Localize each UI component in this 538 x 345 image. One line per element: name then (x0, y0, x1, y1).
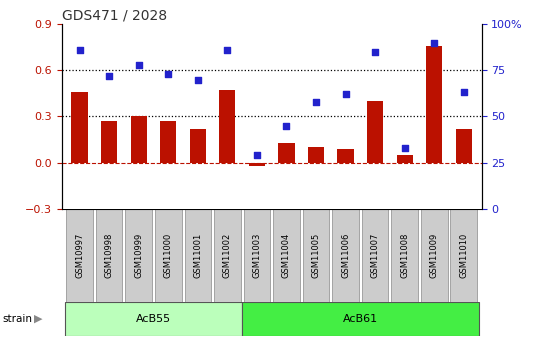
Bar (278, 142, 295, 162)
Point (400, 145, 409, 150)
Point (282, 123, 291, 128)
Point (105, 73, 114, 79)
Text: GSM11000: GSM11000 (164, 233, 173, 278)
Point (223, 47, 232, 53)
Bar (244, 209, 270, 302)
Bar (421, 209, 448, 302)
Text: GSM11004: GSM11004 (282, 233, 291, 278)
Point (194, 77, 202, 82)
Bar (332, 209, 359, 302)
Text: GDS471 / 2028: GDS471 / 2028 (62, 9, 167, 23)
Bar (125, 209, 152, 302)
Bar (391, 209, 418, 302)
Bar (65, 302, 242, 336)
Bar (96, 209, 123, 302)
Bar (337, 149, 353, 162)
Point (459, 90, 468, 95)
Text: GSM11007: GSM11007 (371, 233, 380, 278)
Point (430, 40, 438, 45)
Bar (450, 209, 477, 302)
Bar (131, 116, 147, 162)
Text: GSM10997: GSM10997 (75, 233, 84, 278)
Bar (185, 209, 211, 302)
Bar (426, 46, 442, 162)
Text: GSM11006: GSM11006 (341, 233, 350, 278)
Bar (362, 209, 388, 302)
Point (312, 99, 320, 105)
Text: GSM11003: GSM11003 (252, 233, 261, 278)
Point (371, 49, 379, 55)
Text: GSM11005: GSM11005 (312, 233, 321, 278)
Bar (160, 121, 176, 162)
Bar (303, 209, 329, 302)
Text: GSM10998: GSM10998 (105, 233, 114, 278)
Text: GSM11002: GSM11002 (223, 233, 232, 278)
Bar (190, 129, 206, 162)
Text: ▶: ▶ (34, 314, 43, 324)
Bar (72, 92, 88, 162)
Bar (155, 209, 181, 302)
Point (75, 47, 84, 53)
Bar (101, 121, 117, 162)
Point (341, 91, 350, 97)
Bar (220, 90, 236, 162)
Bar (456, 129, 472, 162)
Text: GSM11010: GSM11010 (459, 233, 468, 278)
Point (134, 62, 143, 68)
Text: GSM11001: GSM11001 (193, 233, 202, 278)
Bar (66, 209, 93, 302)
Bar (397, 155, 413, 162)
Text: strain: strain (3, 314, 33, 324)
Bar (367, 101, 383, 162)
Bar (249, 162, 265, 166)
Text: GSM10999: GSM10999 (134, 233, 143, 278)
Bar (214, 209, 240, 302)
Bar (308, 147, 324, 162)
Point (253, 152, 261, 158)
Text: GSM11008: GSM11008 (400, 233, 409, 278)
Text: AcB61: AcB61 (343, 314, 378, 324)
Bar (273, 209, 300, 302)
Text: GSM11009: GSM11009 (430, 233, 438, 278)
Bar (242, 302, 479, 336)
Text: AcB55: AcB55 (136, 314, 171, 324)
Point (164, 71, 173, 77)
